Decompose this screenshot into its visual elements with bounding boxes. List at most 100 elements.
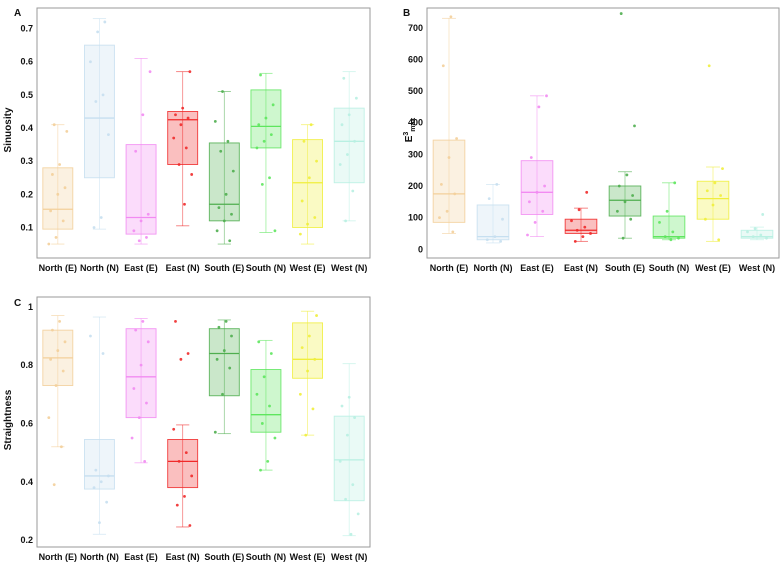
panel-a-x-tick-label: East (E) bbox=[124, 263, 158, 273]
data-point bbox=[713, 181, 717, 185]
data-point bbox=[711, 203, 715, 207]
data-point bbox=[545, 94, 548, 98]
panel-c-x-tick-label: South (N) bbox=[246, 552, 287, 562]
data-point bbox=[231, 169, 235, 173]
data-point bbox=[307, 334, 311, 338]
panel-c-x-tick-label: North (E) bbox=[39, 552, 78, 562]
panel-b: B E3max 0 100 200 300 400 500 600 700 North (E)… bbox=[403, 7, 780, 273]
panel-c-letter: C bbox=[14, 298, 21, 309]
data-point bbox=[219, 149, 223, 153]
data-point bbox=[623, 200, 627, 204]
data-point bbox=[273, 436, 277, 440]
data-point bbox=[527, 200, 531, 204]
data-point bbox=[228, 239, 232, 243]
data-point bbox=[47, 416, 51, 420]
data-point bbox=[621, 236, 625, 240]
data-point bbox=[313, 216, 317, 219]
panel-c-plot-frame bbox=[36, 296, 371, 548]
data-point bbox=[438, 216, 441, 220]
data-point bbox=[617, 184, 621, 188]
panel-c-y-axis-title: Straightness bbox=[3, 389, 14, 450]
panel-a-y-tick-label: 0.3 bbox=[20, 156, 33, 166]
data-point bbox=[61, 219, 65, 223]
panel-a-y-tick-label: 0.6 bbox=[20, 57, 33, 67]
data-point bbox=[439, 183, 443, 186]
data-point bbox=[188, 524, 192, 527]
data-point bbox=[759, 233, 763, 237]
data-point bbox=[351, 483, 355, 487]
data-point bbox=[51, 173, 54, 176]
data-point bbox=[92, 226, 96, 229]
data-point bbox=[99, 216, 103, 219]
data-point bbox=[98, 521, 101, 524]
panel-b-y-tick-label: 600 bbox=[408, 54, 423, 64]
data-point bbox=[221, 90, 224, 93]
panel-c-y-tick-label: 0.6 bbox=[20, 418, 33, 428]
data-point bbox=[107, 133, 110, 137]
data-point bbox=[228, 366, 232, 370]
iqr-box bbox=[125, 328, 157, 419]
iqr-box bbox=[333, 415, 365, 502]
data-point bbox=[356, 512, 360, 516]
data-point bbox=[625, 173, 629, 177]
panel-b-y-axis-title-sub: max bbox=[410, 118, 417, 132]
data-point bbox=[526, 233, 529, 237]
data-point bbox=[264, 116, 268, 120]
data-point bbox=[188, 70, 192, 74]
data-point bbox=[134, 149, 138, 153]
data-point bbox=[751, 235, 755, 239]
data-point bbox=[629, 217, 633, 221]
data-point bbox=[175, 503, 179, 507]
panel-a-x-tick-label: West (N) bbox=[331, 263, 367, 273]
data-point bbox=[230, 212, 233, 216]
panel-b-y-axis-title: E3max bbox=[403, 118, 417, 143]
data-point bbox=[338, 459, 342, 463]
data-point bbox=[101, 352, 105, 355]
panel-c-box-south-e bbox=[208, 319, 240, 435]
data-point bbox=[143, 459, 147, 463]
data-point bbox=[89, 60, 92, 64]
data-point bbox=[273, 229, 277, 233]
data-point bbox=[257, 340, 261, 344]
data-point bbox=[663, 235, 667, 239]
data-point bbox=[183, 494, 186, 498]
panel-b-box-north-e bbox=[432, 15, 466, 234]
data-point bbox=[60, 445, 63, 449]
panel-b-y-tick-label: 0 bbox=[418, 244, 423, 254]
data-point bbox=[300, 346, 304, 350]
panel-b-y-tick-label: 200 bbox=[408, 181, 423, 191]
panel-a-box-south-n bbox=[250, 72, 282, 233]
panel-b-box-west-n bbox=[740, 213, 774, 241]
iqr-box bbox=[333, 107, 365, 184]
data-point bbox=[174, 320, 177, 323]
panel-a-box-west-n bbox=[333, 71, 365, 223]
data-point bbox=[174, 113, 177, 117]
panel-a-x-tick-label: South (N) bbox=[246, 263, 287, 273]
data-point bbox=[344, 219, 347, 223]
data-point bbox=[259, 73, 262, 77]
data-point bbox=[345, 153, 349, 156]
data-point bbox=[583, 225, 587, 229]
panel-c-y-tick-label: 0.2 bbox=[20, 535, 33, 545]
data-point bbox=[753, 227, 757, 231]
data-point bbox=[260, 182, 264, 186]
data-point bbox=[63, 340, 67, 344]
data-point bbox=[255, 146, 259, 150]
data-point bbox=[52, 483, 56, 487]
iqr-box bbox=[652, 215, 686, 239]
data-point bbox=[349, 532, 353, 536]
panel-c-y-tick-label: 0.4 bbox=[20, 477, 33, 487]
panel-a-plot-frame bbox=[36, 7, 371, 259]
data-point bbox=[130, 436, 134, 440]
panel-b-x-tick-label: West (E) bbox=[695, 263, 731, 273]
data-point bbox=[217, 325, 221, 329]
panel-c-y-tick-label: 1 bbox=[28, 302, 33, 312]
panel-c-box-north-n bbox=[84, 316, 115, 535]
panel-b-x-tick-label: South (E) bbox=[605, 263, 645, 273]
data-point bbox=[259, 468, 262, 472]
data-point bbox=[453, 192, 457, 196]
panel-b-y-axis-title-main: E bbox=[404, 135, 415, 142]
data-point bbox=[226, 139, 230, 143]
panel-a-box-north-n bbox=[84, 18, 115, 230]
